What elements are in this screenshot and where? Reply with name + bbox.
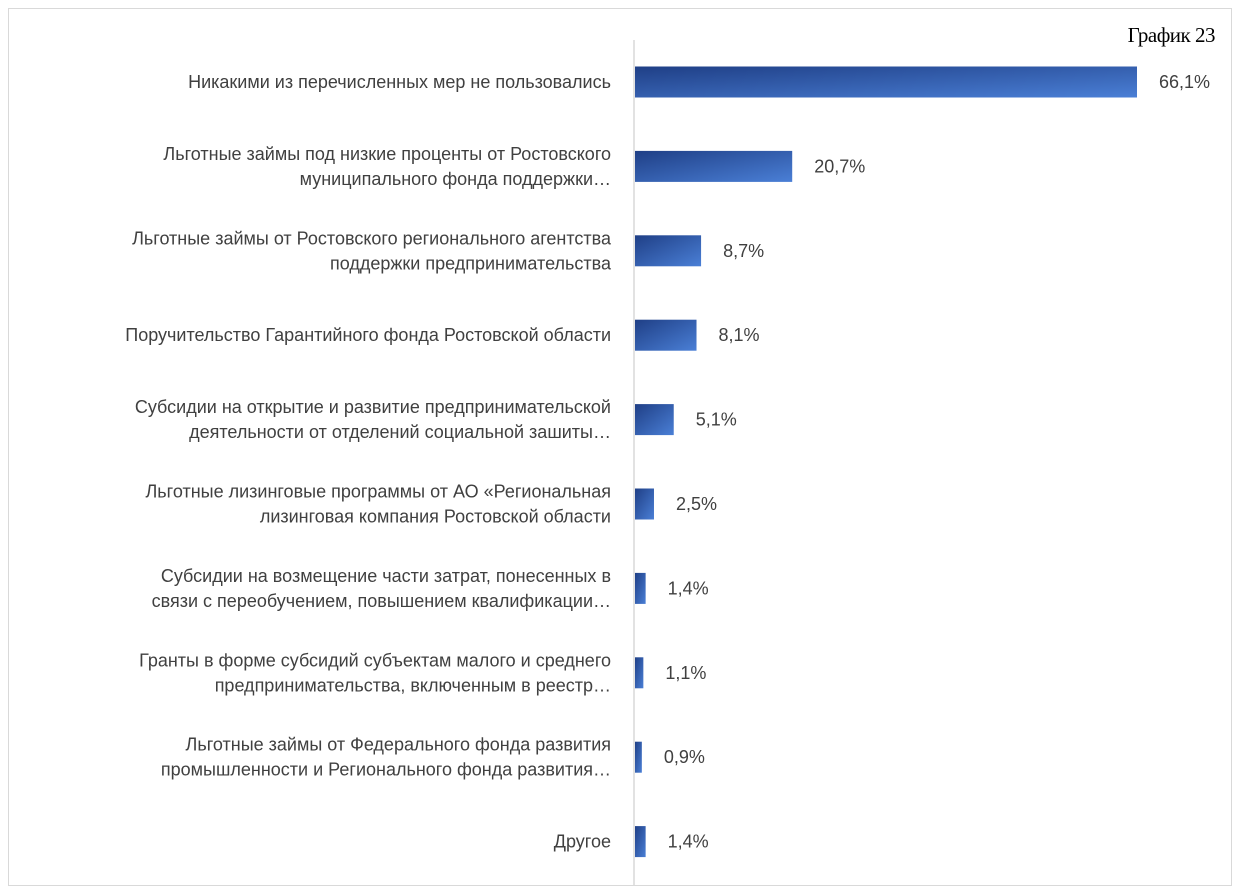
category-label-5-line-0: Льготные лизинговые программы от АО «Рег… [145,482,611,502]
category-label-4: Субсидии на открытие и развитие предприн… [135,397,611,442]
value-label-9: 1,4% [668,832,709,852]
bar-3 [635,319,697,351]
category-label-2: Льготные займы от Ростовского региональн… [132,228,612,273]
value-label-2: 8,7% [723,241,764,261]
category-label-4-line-0: Субсидии на открытие и развитие предприн… [135,397,611,417]
value-label-5: 2,5% [676,494,717,514]
category-label-7-line-1: предпринимательства, включенным в реестр… [215,675,611,695]
bars-layer [635,66,1137,858]
value-label-3: 8,1% [719,325,760,345]
category-label-8-line-0: Льготные займы от Федерального фонда раз… [186,735,611,755]
bar-5 [635,488,654,520]
category-label-3-line-0: Поручительство Гарантийного фонда Ростов… [125,325,611,345]
value-label-1: 20,7% [814,156,865,176]
value-label-7: 1,1% [665,663,706,683]
labels-layer: 66,1% Никакими из перечисленных мер не по… [125,72,1210,852]
category-label-8: Льготные займы от Федерального фонда раз… [161,735,611,780]
category-label-0: Никакими из перечисленных мер не пользов… [188,72,611,92]
bar-8 [635,741,642,773]
category-label-9: Другое [554,832,611,852]
chart-caption: График 23 [1127,23,1216,47]
category-label-5-line-1: лизинговая компания Ростовской области [260,507,611,527]
bar-4 [635,404,674,436]
bar-1 [635,150,793,182]
category-label-6-line-1: связи с переобучением, повышением квалиф… [152,591,611,611]
chart-frame: График 23 [8,8,1232,886]
category-label-5: Льготные лизинговые программы от АО «Рег… [145,482,611,527]
category-label-9-line-0: Другое [554,832,611,852]
category-label-6: Субсидии на возмещение части затрат, пон… [152,566,611,611]
bar-2 [635,235,702,267]
category-label-8-line-1: промышленности и Регионального фонда раз… [161,760,611,780]
category-label-4-line-1: деятельности от отделений социальной заш… [189,422,611,442]
category-label-7-line-0: Гранты в форме субсидий субъектам малого… [139,650,611,670]
category-label-1-line-1: муниципального фонда поддержки… [300,169,611,189]
value-label-0: 66,1% [1159,72,1210,92]
value-label-4: 5,1% [696,410,737,430]
category-label-1-line-0: Льготные займы под низкие проценты от Ро… [163,144,611,164]
value-label-6: 1,4% [668,578,709,598]
category-label-7: Гранты в форме субсидий субъектам малого… [139,650,611,695]
category-label-1: Льготные займы под низкие проценты от Ро… [163,144,611,189]
bar-0 [635,66,1137,98]
category-label-6-line-0: Субсидии на возмещение части затрат, пон… [161,566,611,586]
bar-7 [635,657,644,689]
bar-9 [635,826,646,858]
bar-6 [635,572,646,604]
category-label-2-line-0: Льготные займы от Ростовского региональн… [132,228,612,248]
category-label-0-line-0: Никакими из перечисленных мер не пользов… [188,72,611,92]
category-label-2-line-1: поддержки предпринимательства [330,253,612,273]
category-label-3: Поручительство Гарантийного фонда Ростов… [125,325,611,345]
value-label-8: 0,9% [664,747,705,767]
